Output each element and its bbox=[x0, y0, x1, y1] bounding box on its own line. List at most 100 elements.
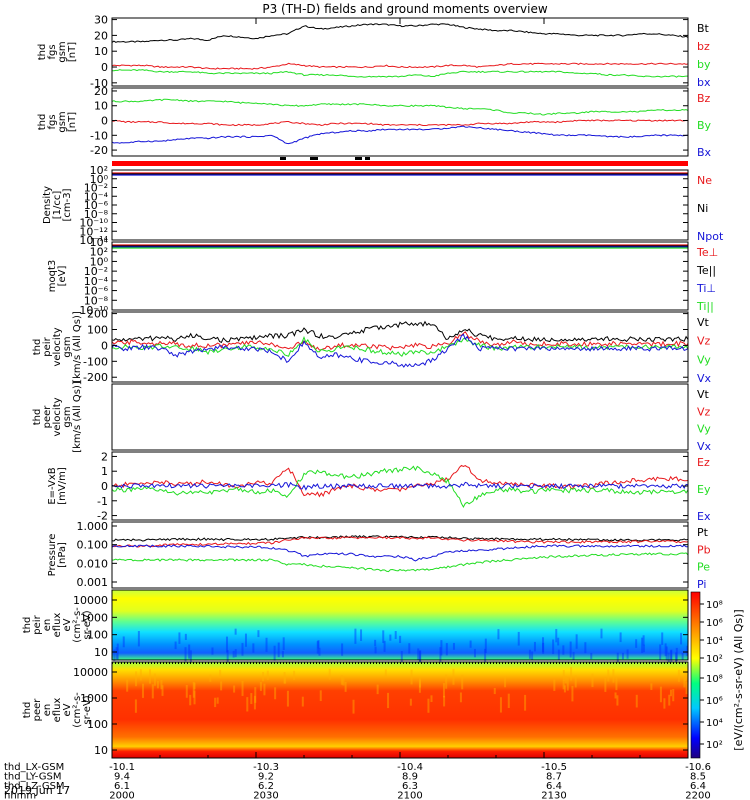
colorbar-tick-label: 10⁴ bbox=[706, 636, 723, 647]
spectrogram-texture bbox=[115, 647, 118, 660]
y-tick-label: 1000 bbox=[80, 692, 108, 705]
x-tick-label: 2200 bbox=[685, 791, 710, 800]
spectrogram-texture bbox=[686, 645, 689, 656]
spectrogram-texture bbox=[233, 685, 236, 693]
spectrogram-texture bbox=[600, 628, 603, 639]
x-tick-label: 6.3 bbox=[402, 781, 418, 792]
spectrogram-texture bbox=[452, 642, 455, 650]
series-ey-line bbox=[111, 465, 689, 509]
status-bar-mark bbox=[365, 157, 370, 160]
spectrogram-texture bbox=[484, 648, 487, 664]
spectrogram-texture bbox=[440, 640, 443, 656]
y-tick-label: -20 bbox=[90, 144, 108, 157]
spectrogram-texture bbox=[153, 673, 156, 686]
spectrogram-texture bbox=[430, 695, 433, 703]
spectrogram-texture bbox=[189, 694, 192, 706]
spectrogram-texture bbox=[469, 640, 472, 648]
legend-pi: Pi bbox=[697, 578, 706, 591]
legend-bx: bx bbox=[697, 76, 711, 89]
spectrogram-texture bbox=[141, 683, 144, 698]
status-bar-gap bbox=[112, 157, 688, 159]
spectrogram-texture bbox=[499, 697, 502, 713]
spectrogram-texture bbox=[641, 637, 644, 653]
y-axis-label: [1/cc] bbox=[52, 191, 63, 220]
spectrogram-texture bbox=[193, 682, 196, 690]
colorbar bbox=[690, 591, 701, 759]
spectrogram-texture bbox=[374, 639, 377, 647]
spectrogram-texture bbox=[263, 683, 266, 696]
series-bx-line bbox=[111, 125, 689, 145]
spectrogram-texture bbox=[555, 628, 558, 643]
y-tick-label: -2 bbox=[97, 510, 108, 523]
spectrogram-texture bbox=[126, 679, 129, 692]
panel-frame bbox=[111, 87, 689, 157]
colorbar-ticks: 10⁸ 10⁶ 10⁴ 10² 10⁸ 10⁶ 10⁴ 10² bbox=[700, 600, 723, 751]
legend-pb: Pb bbox=[697, 543, 711, 556]
spectrogram-texture bbox=[387, 692, 390, 709]
y-tick-label: 10000 bbox=[73, 666, 108, 679]
spectrogram-texture bbox=[246, 697, 249, 712]
spectrogram-texture bbox=[113, 649, 116, 662]
y-axis-label: eflux bbox=[52, 613, 63, 638]
spectrogram-texture bbox=[160, 680, 163, 690]
y-tick-label: 10⁻¹⁴ bbox=[79, 234, 108, 247]
spectrogram-texture bbox=[563, 685, 566, 693]
spectrogram-texture bbox=[517, 631, 520, 646]
y-axis-label: thd bbox=[32, 339, 43, 356]
panel-6: thd peer velocity gsm [km/s (All Qs)] Vt Vz Vy V… bbox=[32, 381, 712, 453]
y-tick-label: 0.001 bbox=[77, 576, 109, 589]
y-tick-label: 100 bbox=[87, 324, 108, 337]
colorbar-tick-label: 10⁴ bbox=[706, 718, 723, 729]
spectrogram-texture bbox=[445, 643, 448, 656]
spectrogram-texture bbox=[419, 650, 422, 664]
spectrogram-texture bbox=[151, 684, 154, 699]
spectrogram bbox=[112, 590, 688, 660]
spectrogram-texture bbox=[293, 670, 296, 680]
x-tick-label: -10.1 bbox=[109, 762, 135, 773]
legend-ti⊥: Ti⊥ bbox=[696, 282, 716, 295]
spectrogram-texture bbox=[607, 669, 610, 682]
spectrogram-texture bbox=[642, 644, 645, 653]
y-tick-label: -100 bbox=[83, 355, 108, 368]
spectrogram-texture bbox=[663, 698, 666, 709]
legend-vx: Vx bbox=[697, 372, 712, 385]
spectrogram-texture bbox=[672, 689, 675, 702]
legend-ti||: Ti|| bbox=[696, 300, 714, 313]
panel-5: 200 100 0 -100 -200 thd peir velocity gsm [km/s (… bbox=[32, 308, 712, 385]
y-axis-label: sr-eV) bbox=[82, 610, 93, 639]
series-pb-line bbox=[111, 536, 689, 548]
y-tick-label: 0.010 bbox=[77, 557, 109, 570]
spectrogram-texture bbox=[216, 697, 219, 704]
spectrogram-texture bbox=[626, 649, 629, 659]
spectrogram-texture bbox=[417, 648, 420, 661]
spectrogram-texture bbox=[360, 629, 363, 641]
series-vy-line bbox=[111, 336, 689, 357]
panel-frame bbox=[111, 169, 689, 241]
legend-bz: bz bbox=[697, 40, 710, 53]
x-row-label: hhmm bbox=[4, 791, 36, 800]
spectrogram-texture bbox=[612, 669, 615, 683]
spectrogram-texture bbox=[374, 646, 377, 654]
spectrogram-texture bbox=[670, 649, 673, 665]
y-tick-label: 0.100 bbox=[77, 539, 109, 552]
colorbar-tick-label: 10⁶ bbox=[706, 618, 723, 629]
y-axis-label: peir bbox=[42, 336, 53, 356]
y-axis-label: E=-VxB bbox=[47, 467, 58, 504]
legend-npot: Npot bbox=[697, 230, 724, 243]
y-axis-label: eV bbox=[62, 703, 73, 716]
spectrogram-texture bbox=[219, 669, 222, 679]
y-axis-label: [nT] bbox=[67, 112, 78, 132]
legend-te||: Te|| bbox=[696, 264, 716, 277]
spectrogram-texture bbox=[232, 650, 235, 658]
series-vt-line bbox=[111, 320, 689, 344]
spectrogram-texture bbox=[668, 694, 671, 706]
spectrogram-texture bbox=[443, 695, 446, 707]
spectrogram-texture bbox=[184, 633, 187, 641]
panel-frame bbox=[111, 311, 689, 383]
x-tick-label: 8.9 bbox=[402, 772, 418, 783]
spectrogram-texture bbox=[283, 671, 286, 684]
y-tick-label: -10 bbox=[90, 129, 108, 142]
spectrogram-texture bbox=[188, 644, 191, 659]
y-axis-label: peer bbox=[32, 698, 43, 722]
